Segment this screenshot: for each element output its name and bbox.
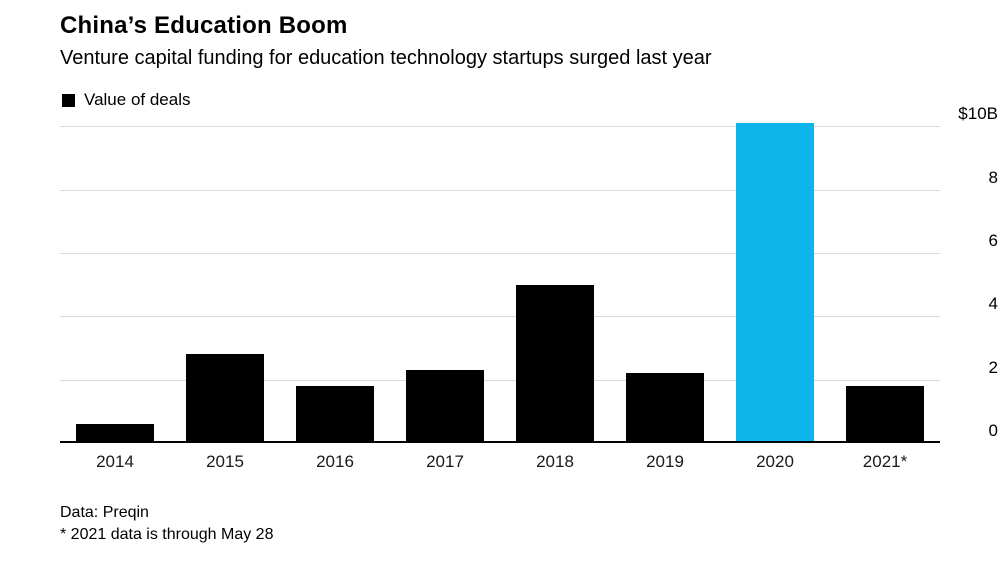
legend-swatch-icon — [62, 93, 75, 107]
y-tick-label: 6 — [988, 231, 998, 250]
x-tick-label: 2019 — [646, 452, 684, 471]
gridline — [60, 316, 940, 317]
x-tick-label: 2014 — [96, 452, 134, 471]
x-tick-label: 2020 — [756, 452, 794, 471]
chart-title: China’s Education Boom — [60, 12, 348, 39]
chart-subtitle: Venture capital funding for education te… — [60, 47, 712, 69]
footnote: * 2021 data is through May 28 — [60, 526, 274, 543]
gridline — [60, 380, 940, 381]
data-source: Data: Preqin — [60, 504, 149, 521]
bar-2017 — [406, 370, 484, 443]
x-tick-label: 2016 — [316, 452, 354, 471]
x-axis-baseline — [60, 441, 940, 443]
y-tick-label: 4 — [988, 294, 998, 313]
y-tick-label: 2 — [988, 358, 998, 377]
bar-2018 — [516, 285, 594, 443]
bar-2020 — [736, 123, 814, 443]
gridline — [60, 126, 940, 127]
y-tick-label: 0 — [988, 421, 998, 440]
x-tick-label: 2018 — [536, 452, 574, 471]
bar-2021 — [846, 386, 924, 443]
bar-2014 — [76, 424, 154, 443]
bar-chart-plot: 0 2 4 6 8 $10B — [60, 104, 998, 443]
gridline — [60, 253, 940, 254]
x-axis-labels: 2014 2015 2016 2017 2018 2019 2020 2021* — [60, 452, 940, 476]
bar-2015 — [186, 354, 264, 443]
bar-2016 — [296, 386, 374, 443]
legend-label: Value of deals — [84, 90, 191, 109]
x-tick-label: 2015 — [206, 452, 244, 471]
y-tick-label: $10B — [958, 104, 998, 123]
legend: Value of deals — [62, 90, 190, 110]
x-tick-label: 2017 — [426, 452, 464, 471]
x-tick-label: 2021* — [862, 452, 908, 471]
gridline — [60, 190, 940, 191]
y-tick-label: 8 — [988, 168, 998, 187]
bar-2019 — [626, 373, 704, 443]
